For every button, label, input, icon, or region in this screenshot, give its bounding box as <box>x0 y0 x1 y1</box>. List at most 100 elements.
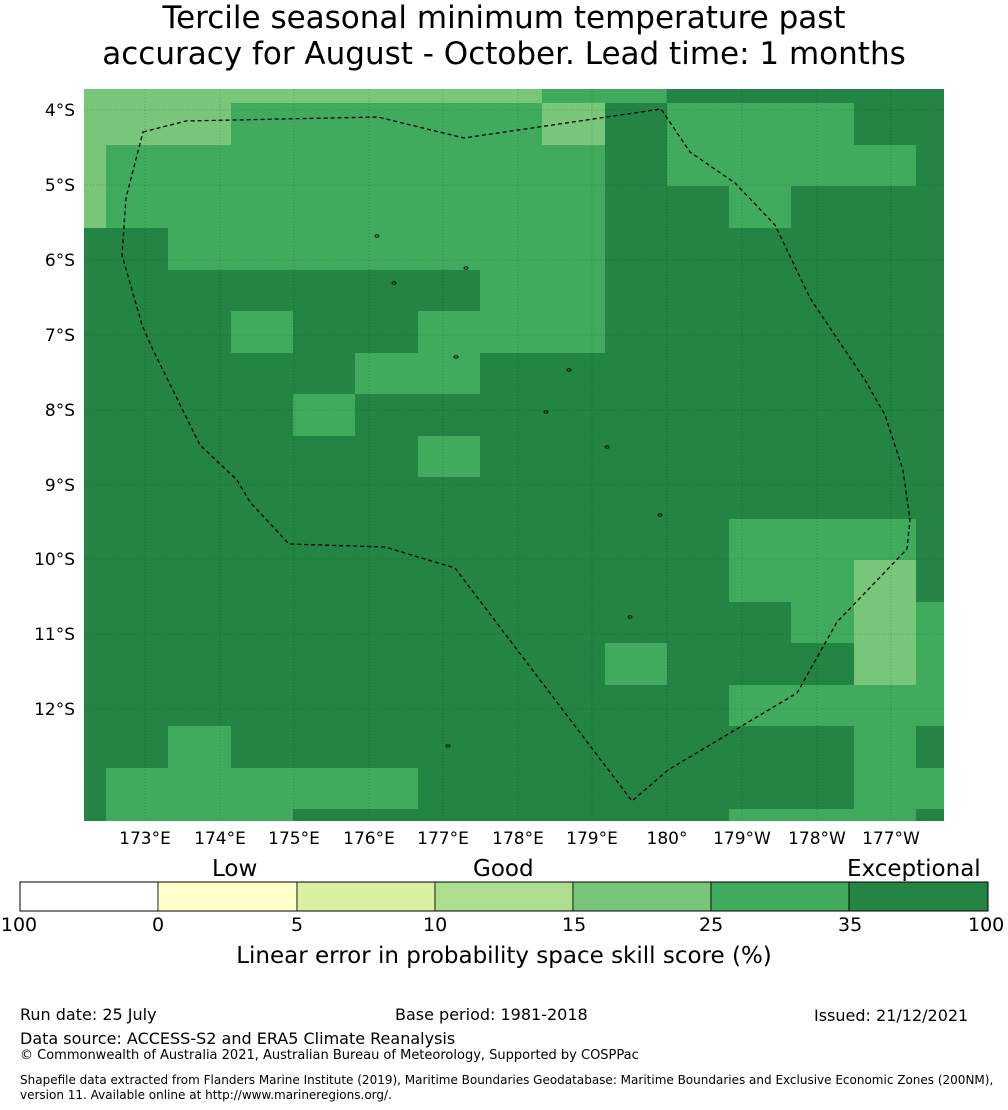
skill-cell <box>84 353 106 394</box>
skill-cell <box>418 270 480 311</box>
category-low: Low <box>212 856 258 882</box>
skill-cell <box>791 103 854 145</box>
skill-cell <box>418 602 480 643</box>
skill-cell <box>480 311 542 353</box>
run-date: Run date: 25 July <box>20 1005 157 1024</box>
skill-cell <box>106 643 168 685</box>
colorbar-segment <box>19 881 159 912</box>
skill-cell <box>418 477 480 519</box>
skill-cell <box>542 602 605 643</box>
skill-cell <box>605 477 667 519</box>
skill-cell <box>293 643 355 685</box>
skill-cell <box>605 89 667 103</box>
colorbar-tick: 35 <box>838 914 863 936</box>
skill-cell <box>84 602 106 643</box>
skill-cell <box>480 270 542 311</box>
skill-cell <box>231 726 293 768</box>
skill-cell <box>791 685 854 726</box>
skill-cell <box>480 394 542 436</box>
skill-cell <box>667 685 729 726</box>
skill-cell <box>418 643 480 685</box>
skill-cell <box>106 228 168 270</box>
skill-cell <box>84 228 106 270</box>
skill-cell <box>729 103 791 145</box>
skill-cell <box>231 311 293 353</box>
skill-cell <box>916 809 944 821</box>
skill-cell <box>605 685 667 726</box>
skill-cell <box>480 643 542 685</box>
skill-grid <box>84 89 944 821</box>
skill-cell <box>168 353 231 394</box>
lat-label: 6°S <box>45 251 75 271</box>
skill-cell <box>168 394 231 436</box>
skill-cell <box>791 394 854 436</box>
skill-cell <box>916 602 944 643</box>
skill-cell <box>84 768 106 809</box>
skill-cell <box>791 89 854 103</box>
skill-cell <box>916 560 944 602</box>
skill-cell <box>293 560 355 602</box>
skill-cell <box>605 311 667 353</box>
skill-cell <box>605 145 667 186</box>
skill-cell <box>729 436 791 477</box>
skill-cell <box>854 353 916 394</box>
skill-cell <box>916 145 944 186</box>
colorbar <box>19 881 989 912</box>
skill-cell <box>480 89 542 103</box>
skill-cell <box>854 560 916 602</box>
skill-cell <box>231 186 293 228</box>
skill-cell <box>168 643 231 685</box>
skill-cell <box>916 477 944 519</box>
skill-cell <box>667 228 729 270</box>
colorbar-outline <box>19 881 989 912</box>
skill-cell <box>106 186 168 228</box>
skill-cell <box>355 228 418 270</box>
skill-cell <box>542 145 605 186</box>
skill-cell <box>293 519 355 560</box>
skill-cell <box>667 103 729 145</box>
skill-cell <box>168 89 231 103</box>
skill-cell <box>106 768 168 809</box>
lon-label: 175°E <box>268 829 320 849</box>
skill-cell <box>168 186 231 228</box>
skill-cell <box>106 685 168 726</box>
lat-label: 10°S <box>34 550 75 570</box>
skill-cell <box>729 685 791 726</box>
colorbar-segment <box>848 881 989 912</box>
skill-cell <box>418 685 480 726</box>
skill-cell <box>605 809 667 821</box>
skill-cell <box>791 768 854 809</box>
skill-cell <box>791 726 854 768</box>
skill-cell <box>791 186 854 228</box>
skill-cell <box>667 186 729 228</box>
skill-cell <box>231 228 293 270</box>
island <box>627 615 633 619</box>
skill-cell <box>418 103 480 145</box>
skill-cell <box>418 311 480 353</box>
skill-cell <box>729 477 791 519</box>
skill-cell <box>542 103 605 145</box>
copyright: © Commonwealth of Australia 2021, Austra… <box>20 1048 639 1063</box>
skill-cell <box>418 768 480 809</box>
colorbar-tick: 100 <box>968 914 1005 936</box>
skill-cell <box>480 228 542 270</box>
skill-cell <box>729 311 791 353</box>
colorbar-tick: -100 <box>0 914 38 936</box>
skill-cell <box>791 270 854 311</box>
skill-cell <box>106 602 168 643</box>
skill-cell <box>106 89 168 103</box>
skill-cell <box>293 436 355 477</box>
skill-cell <box>916 353 944 394</box>
skill-cell <box>168 685 231 726</box>
skill-cell <box>106 353 168 394</box>
skill-cell <box>916 726 944 768</box>
skill-cell <box>480 436 542 477</box>
skill-cell <box>355 685 418 726</box>
skill-cell <box>542 726 605 768</box>
skill-cell <box>916 436 944 477</box>
skill-cell <box>84 643 106 685</box>
skill-cell <box>542 560 605 602</box>
skill-cell <box>916 519 944 560</box>
lon-label: 180° <box>647 829 688 849</box>
skill-cell <box>791 436 854 477</box>
